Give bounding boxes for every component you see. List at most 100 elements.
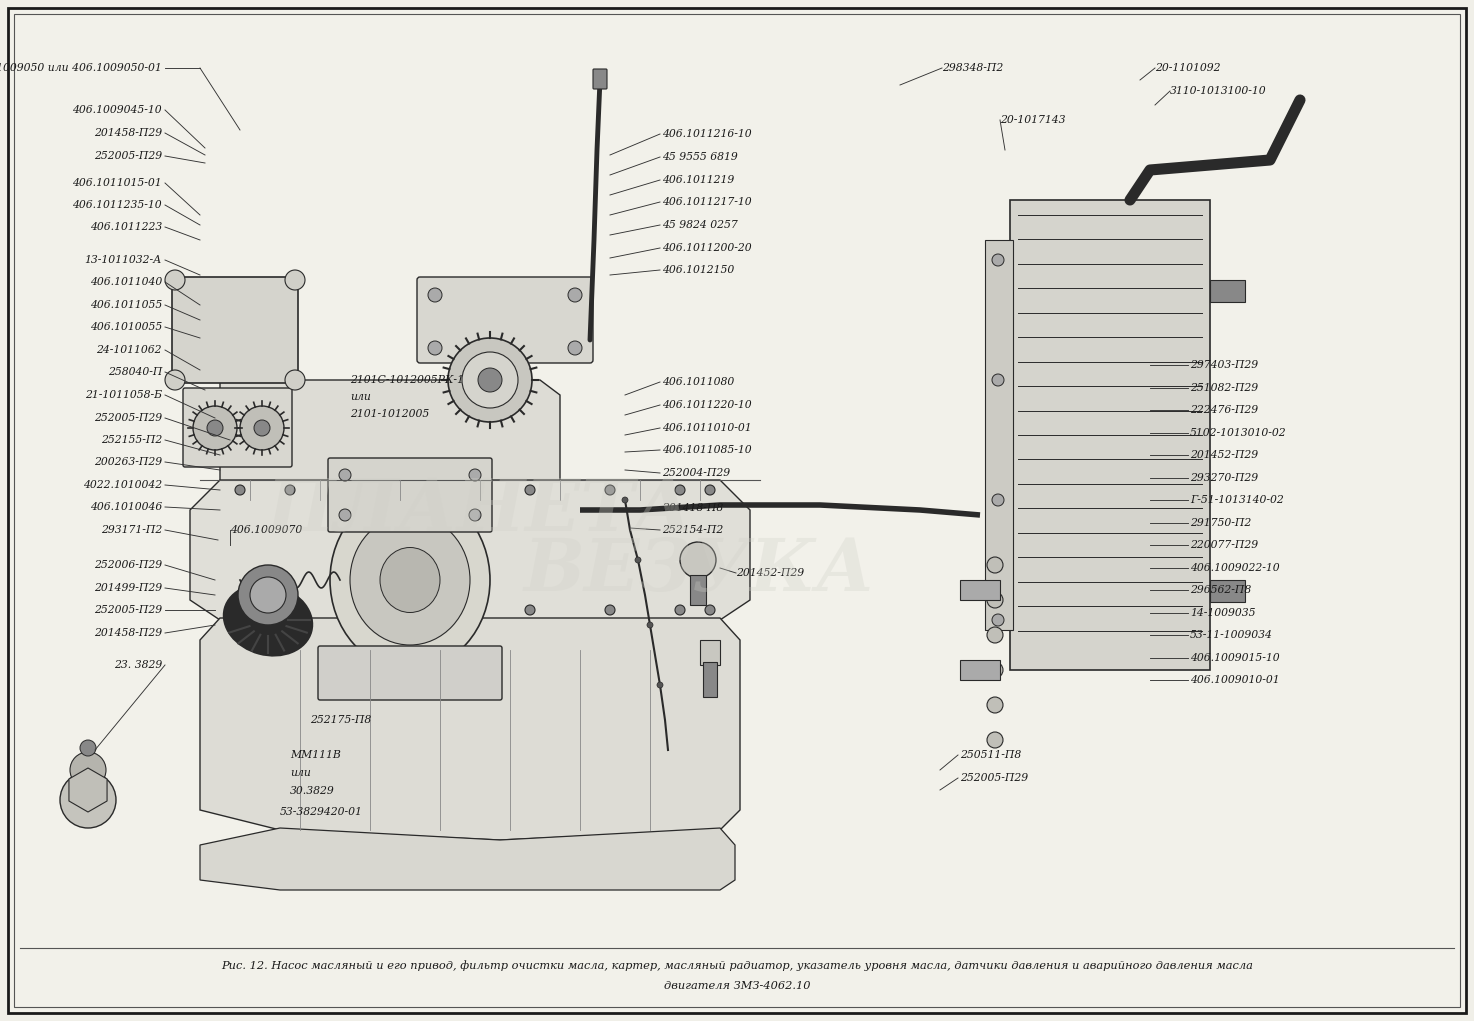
FancyBboxPatch shape <box>172 277 298 383</box>
Ellipse shape <box>224 584 312 655</box>
Text: 200263-П29: 200263-П29 <box>94 457 162 467</box>
Text: 201458-П29: 201458-П29 <box>94 628 162 638</box>
Text: 298348-П2: 298348-П2 <box>942 63 1004 72</box>
Text: 252005-П29: 252005-П29 <box>960 773 1029 783</box>
Text: 291750-П2: 291750-П2 <box>1190 518 1251 528</box>
Circle shape <box>284 485 295 495</box>
Text: 30.3829: 30.3829 <box>290 786 335 796</box>
Circle shape <box>448 338 532 422</box>
Circle shape <box>234 605 245 615</box>
Circle shape <box>193 406 237 450</box>
Circle shape <box>525 605 535 615</box>
Text: 21-1011058-Б: 21-1011058-Б <box>85 390 162 400</box>
Text: 406.1011040: 406.1011040 <box>90 277 162 287</box>
Circle shape <box>445 485 455 495</box>
Circle shape <box>988 627 1002 643</box>
Circle shape <box>657 682 663 688</box>
Text: 252005-П29: 252005-П29 <box>94 605 162 615</box>
Text: 406.1011219: 406.1011219 <box>662 175 734 185</box>
Circle shape <box>567 341 582 355</box>
Polygon shape <box>200 828 736 890</box>
Text: 53-11-1009034: 53-11-1009034 <box>1190 630 1274 640</box>
Circle shape <box>206 420 223 436</box>
Text: 293270-П29: 293270-П29 <box>1190 473 1259 483</box>
Circle shape <box>339 509 351 521</box>
Circle shape <box>240 406 284 450</box>
Circle shape <box>339 469 351 481</box>
Text: 201452-П29: 201452-П29 <box>736 568 805 578</box>
Text: 406.1011217-10: 406.1011217-10 <box>662 197 752 207</box>
Circle shape <box>445 605 455 615</box>
Text: 201499-П29: 201499-П29 <box>94 583 162 593</box>
Polygon shape <box>200 618 740 840</box>
Text: 293171-П2: 293171-П2 <box>100 525 162 535</box>
Text: 53-3829420-01: 53-3829420-01 <box>280 807 363 817</box>
Text: 406.1012150: 406.1012150 <box>662 265 734 275</box>
Text: 45 9824 0257: 45 9824 0257 <box>662 220 738 230</box>
Text: 296562-П8: 296562-П8 <box>1190 585 1251 595</box>
Text: 3110-1013100-10: 3110-1013100-10 <box>1170 86 1266 96</box>
Text: 406.1011235-10: 406.1011235-10 <box>72 200 162 210</box>
Text: 406.1009022-10: 406.1009022-10 <box>1190 563 1279 573</box>
FancyBboxPatch shape <box>183 388 292 467</box>
Bar <box>1010 200 1210 670</box>
FancyBboxPatch shape <box>417 277 593 363</box>
Text: 406.1010055: 406.1010055 <box>90 322 162 332</box>
FancyBboxPatch shape <box>329 458 492 532</box>
Circle shape <box>988 732 1002 748</box>
Circle shape <box>992 614 1004 626</box>
Circle shape <box>705 605 715 615</box>
Ellipse shape <box>380 547 441 613</box>
Text: 201418-П8: 201418-П8 <box>662 503 724 513</box>
Circle shape <box>237 565 298 625</box>
Text: 406.1009015-10: 406.1009015-10 <box>1190 653 1279 663</box>
Circle shape <box>469 469 481 481</box>
Circle shape <box>525 485 535 495</box>
Circle shape <box>992 374 1004 386</box>
Circle shape <box>478 368 503 392</box>
Circle shape <box>647 622 653 628</box>
Circle shape <box>69 752 106 788</box>
Text: 252155-П2: 252155-П2 <box>100 435 162 445</box>
Circle shape <box>234 485 245 495</box>
Text: 252005-П29: 252005-П29 <box>94 151 162 161</box>
Text: 406.1011010-01: 406.1011010-01 <box>662 423 752 433</box>
Text: 13-1011032-А: 13-1011032-А <box>84 255 162 265</box>
Bar <box>960 580 999 600</box>
Bar <box>985 240 1013 630</box>
Circle shape <box>284 370 305 390</box>
Text: 201452-П29: 201452-П29 <box>1190 450 1259 460</box>
Circle shape <box>427 288 442 302</box>
Text: двигателя ЗМЗ-4062.10: двигателя ЗМЗ-4062.10 <box>663 981 811 991</box>
Circle shape <box>680 542 716 578</box>
Text: Рис. 12. Насос масляный и его привод, фильтр очистки масла, картер, масляный рад: Рис. 12. Насос масляный и его привод, фи… <box>221 961 1253 971</box>
FancyBboxPatch shape <box>318 646 503 700</box>
Bar <box>703 662 716 697</box>
Circle shape <box>165 370 186 390</box>
Circle shape <box>604 485 615 495</box>
Circle shape <box>284 270 305 290</box>
Text: 406.1011080: 406.1011080 <box>662 377 734 387</box>
Text: 258040-П: 258040-П <box>108 367 162 377</box>
Text: 406.1009050 или 406.1009050-01: 406.1009050 или 406.1009050-01 <box>0 63 162 72</box>
Circle shape <box>992 254 1004 266</box>
Text: или: или <box>290 768 311 778</box>
Circle shape <box>675 485 685 495</box>
Text: 252005-П29: 252005-П29 <box>94 414 162 423</box>
Text: 251082-П29: 251082-П29 <box>1190 383 1259 393</box>
Text: 406.1010046: 406.1010046 <box>90 502 162 512</box>
Circle shape <box>284 605 295 615</box>
Text: 45 9555 6819: 45 9555 6819 <box>662 152 738 162</box>
Circle shape <box>988 557 1002 573</box>
Circle shape <box>80 740 96 756</box>
Text: 14-1009035: 14-1009035 <box>1190 607 1256 618</box>
Circle shape <box>988 697 1002 713</box>
Text: 406.1009045-10: 406.1009045-10 <box>72 105 162 115</box>
Text: 252154-П2: 252154-П2 <box>662 525 724 535</box>
Circle shape <box>165 270 186 290</box>
Circle shape <box>366 605 374 615</box>
Text: 406.1009010-01: 406.1009010-01 <box>1190 675 1279 685</box>
Circle shape <box>251 577 286 613</box>
Text: 222476-П29: 222476-П29 <box>1190 405 1259 415</box>
Text: Г-51-1013140-02: Г-51-1013140-02 <box>1190 495 1284 505</box>
